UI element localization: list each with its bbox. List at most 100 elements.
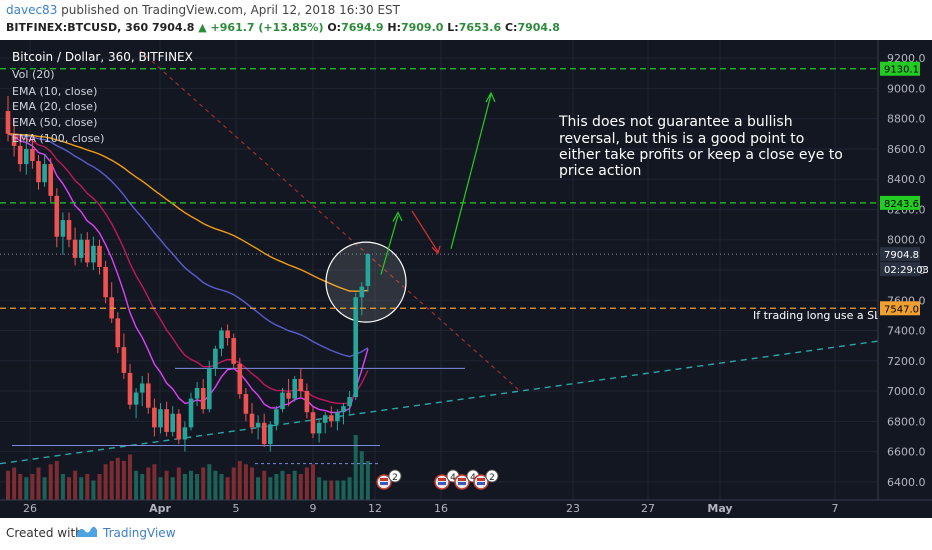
volume-bars xyxy=(6,435,370,500)
volume-bar xyxy=(176,467,181,500)
legend-vol[interactable]: Vol (20) xyxy=(12,68,55,81)
price-tick-label: 6600.0 xyxy=(887,446,926,459)
price-tick-label: 7200.0 xyxy=(887,355,926,368)
candle-body xyxy=(310,412,316,434)
volume-bar xyxy=(341,480,346,500)
volume-bar xyxy=(115,457,120,500)
price-tag-label: 02:29:03 xyxy=(884,265,929,276)
low-label: L: xyxy=(447,21,459,34)
volume-bar xyxy=(79,477,84,500)
legend-ema20[interactable]: EMA (20, close) xyxy=(12,100,97,113)
volume-bar xyxy=(30,474,35,500)
time-tick-label: 9 xyxy=(310,502,317,515)
candle-body xyxy=(36,161,41,183)
volume-bar xyxy=(189,470,193,500)
arrowhead-icon xyxy=(392,211,403,222)
volume-bar xyxy=(48,464,53,500)
volume-bar xyxy=(97,474,102,500)
price-tag: 7904.8 xyxy=(880,247,920,262)
candle-body xyxy=(97,245,102,267)
price-chart[interactable]: Bitcoin / Dollar, 360, BITFINEX Vol (20)… xyxy=(0,40,932,518)
candle-body xyxy=(231,338,236,364)
candle-body xyxy=(188,398,194,428)
candle-body xyxy=(103,266,108,298)
candle-body xyxy=(316,422,322,434)
tradingview-logo-icon[interactable] xyxy=(76,524,98,538)
volume-bar xyxy=(213,470,218,500)
grid xyxy=(0,40,878,500)
volume-bar xyxy=(304,467,309,500)
publish-header: davec83 published on TradingView.com, Ap… xyxy=(0,0,932,40)
price-axis[interactable]: 6400.06600.06800.07000.07200.07400.07600… xyxy=(877,40,932,518)
down-arrow xyxy=(411,210,439,253)
up-arrow-large xyxy=(450,94,492,249)
flag-stripe xyxy=(477,478,485,481)
volume-bar xyxy=(182,474,187,500)
candle-body xyxy=(213,348,218,369)
volume-bar xyxy=(73,470,78,500)
candle-body xyxy=(42,164,47,183)
time-tick-label: Apr xyxy=(149,502,171,515)
price-tick-label: 8800.0 xyxy=(887,113,926,126)
candles xyxy=(5,95,371,452)
horizontal-levels xyxy=(0,68,878,309)
price-tag-label: 8243.6 xyxy=(884,199,919,210)
time-tick-label: 23 xyxy=(566,502,580,515)
candle-body xyxy=(127,372,133,405)
author-link[interactable]: davec83 xyxy=(6,3,58,17)
price-tag-label: 7904.8 xyxy=(884,250,919,261)
publish-info: published on TradingView.com, April 12, … xyxy=(61,3,400,17)
volume-bar xyxy=(24,477,29,500)
volume-bar xyxy=(268,477,273,500)
candle-body xyxy=(261,422,267,445)
footer: Created with TradingView xyxy=(0,518,932,550)
candle-body xyxy=(194,388,200,399)
candle-body xyxy=(274,409,279,425)
flag-stripe xyxy=(458,478,466,481)
time-tick-label: 26 xyxy=(23,502,37,515)
volume-bar xyxy=(225,477,230,500)
volume-bar xyxy=(91,480,96,500)
candle-body xyxy=(280,392,285,410)
candle-body xyxy=(17,145,23,165)
chart-background xyxy=(0,40,932,518)
candle-body xyxy=(182,427,188,440)
candle-body xyxy=(5,111,11,134)
price-tag-bg xyxy=(880,301,920,316)
price-tag-bg xyxy=(880,262,920,277)
tradingview-brand[interactable]: TradingView xyxy=(103,526,176,540)
volume-bar xyxy=(36,467,41,500)
time-axis[interactable]: 26 Apr 5 9 12 16 23 27 May 7 xyxy=(0,499,932,518)
created-with-label: Created with xyxy=(6,526,83,540)
volume-bar xyxy=(237,461,242,500)
candle-body xyxy=(341,406,346,413)
candle-body xyxy=(115,318,121,348)
candle-body xyxy=(170,413,175,432)
candle-body xyxy=(78,239,84,258)
volume-bar xyxy=(250,467,254,500)
volume-bar xyxy=(256,477,261,500)
sl-note: If trading long use a SL xyxy=(753,309,881,322)
time-tick-label: 5 xyxy=(233,502,240,515)
symbol: BITFINEX:BTCUSD, 360 xyxy=(6,21,149,34)
volume-bar xyxy=(134,470,139,500)
candle-body xyxy=(91,245,96,263)
volume-bar xyxy=(140,474,145,500)
time-tick-label: 16 xyxy=(434,502,448,515)
legend-ema50[interactable]: EMA (50, close) xyxy=(12,116,97,129)
flag-count: 2 xyxy=(392,473,398,483)
price-tag: 9130.1 xyxy=(880,61,920,76)
candle-body xyxy=(292,378,297,399)
legend-title: Bitcoin / Dollar, 360, BITFINEX xyxy=(12,50,193,64)
candle-body xyxy=(11,133,17,146)
candle-body xyxy=(329,415,334,422)
open-value: 7694.9 xyxy=(341,21,384,34)
legend-ema10[interactable]: EMA (10, close) xyxy=(12,85,97,98)
volume-bar xyxy=(243,464,248,500)
flag-stripe xyxy=(477,482,485,485)
candle-body xyxy=(225,330,230,339)
flag-count: 4 xyxy=(470,473,476,483)
publish-line: davec83 published on TradingView.com, Ap… xyxy=(6,3,400,17)
legend-ema100[interactable]: EMA (100, close) xyxy=(12,132,104,145)
candle-body xyxy=(335,412,340,422)
